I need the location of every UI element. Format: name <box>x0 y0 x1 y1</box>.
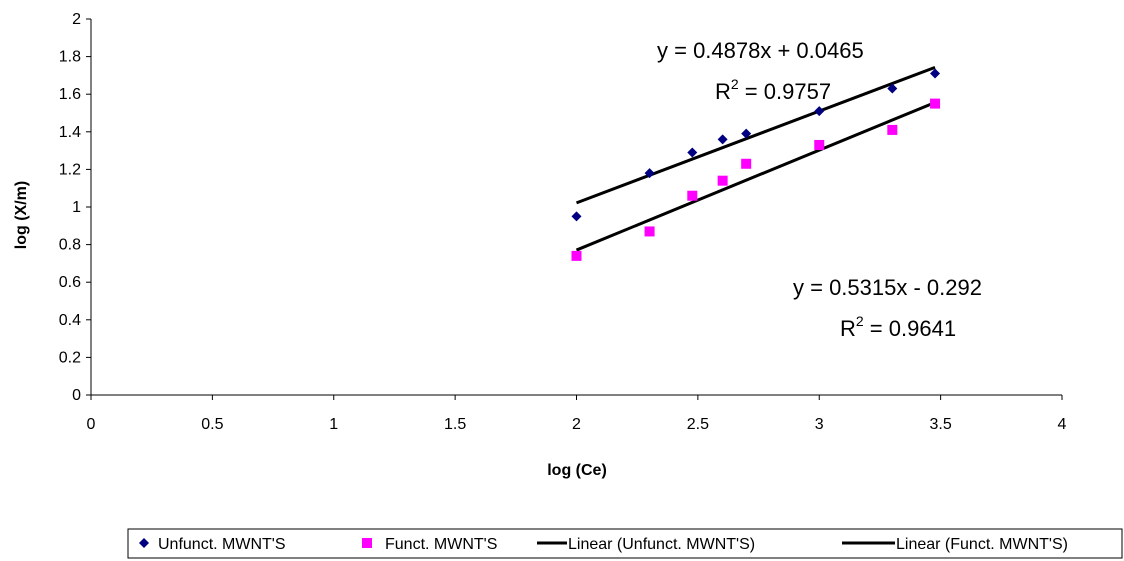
funct-point <box>717 175 728 186</box>
legend-label-funct: Funct. MWNT'S <box>385 536 497 553</box>
x-tick-label: 1 <box>329 416 338 433</box>
trendline-1-r2-value: = 0.9757 <box>739 79 831 104</box>
unfunct-point <box>930 68 941 79</box>
y-tick-label: 2 <box>72 11 81 28</box>
trendline-2-r2-prefix: R <box>840 316 856 341</box>
legend-square-icon <box>362 538 372 548</box>
trendline-1-r2-prefix: R <box>715 79 731 104</box>
y-tick-label: 1.4 <box>59 124 81 141</box>
funct-point <box>571 250 582 261</box>
trendline-1-equation: y = 0.4878x + 0.0465 <box>657 38 864 63</box>
trendline-2-r2-value: = 0.9641 <box>864 316 956 341</box>
y-tick-labels: 0 0.2 0.4 0.6 0.8 1 1.2 1.4 1.6 1.8 2 <box>59 11 81 404</box>
x-tick-label: 3.5 <box>930 416 952 433</box>
trendline-2-r2: R2 = 0.9641 <box>840 313 956 341</box>
funct-point <box>814 139 825 150</box>
y-tick-label: 1.2 <box>59 161 81 178</box>
axes <box>86 18 1063 400</box>
trendline-1-r2-exponent: 2 <box>731 76 739 92</box>
trendline-2-r2-exponent: 2 <box>856 313 864 329</box>
x-tick-label: 0.5 <box>201 416 223 433</box>
unfunct-point <box>571 211 582 222</box>
legend: Unfunct. MWNT'S Funct. MWNT'S Linear (Un… <box>127 528 1123 559</box>
unfunct-point <box>814 106 825 117</box>
y-tick-label: 0 <box>72 387 81 404</box>
x-tick-label: 2.5 <box>687 416 709 433</box>
legend-item-funct: Funct. MWNT'S <box>362 536 497 553</box>
legend-diamond-icon <box>139 538 149 548</box>
funct-point <box>930 98 941 109</box>
trendline-2 <box>575 101 936 252</box>
y-tick-label: 1.6 <box>59 86 81 103</box>
legend-item-linear-funct: Linear (Funct. MWNT'S) <box>842 536 1068 553</box>
x-tick-label: 4 <box>1058 416 1067 433</box>
y-tick-label: 0.8 <box>59 237 81 254</box>
trendline-2-equation: y = 0.5315x - 0.292 <box>793 275 982 300</box>
x-tick-label: 0 <box>87 416 96 433</box>
unfunct-point <box>717 134 728 145</box>
unfunct-point <box>644 168 655 179</box>
legend-item-linear-unfunct: Linear (Unfunct. MWNT'S) <box>537 536 755 553</box>
funct-point <box>741 158 752 169</box>
y-tick-label: 0.6 <box>59 274 81 291</box>
y-tick-label: 0.2 <box>59 349 81 366</box>
y-axis-title: log (X/m) <box>13 181 30 249</box>
unfunct-point <box>887 83 898 94</box>
unfunct-point <box>687 147 698 158</box>
legend-box <box>127 528 1123 559</box>
y-tick-label: 1.8 <box>59 49 81 66</box>
funct-point <box>687 190 698 201</box>
legend-item-unfunct: Unfunct. MWNT'S <box>139 536 286 553</box>
legend-label-linear-funct: Linear (Funct. MWNT'S) <box>896 536 1068 553</box>
data-points <box>571 68 941 261</box>
funct-point <box>887 124 898 135</box>
trendline-1-r2: R2 = 0.9757 <box>715 76 831 104</box>
y-tick-label: 1 <box>72 199 81 216</box>
trendline-1 <box>575 65 936 205</box>
x-tick-label: 1.5 <box>444 416 466 433</box>
unfunct-point <box>741 128 752 139</box>
x-tick-labels: 0 0.5 1 1.5 2 2.5 3 3.5 4 <box>87 416 1067 433</box>
legend-label-linear-unfunct: Linear (Unfunct. MWNT'S) <box>568 536 755 553</box>
x-axis-title: log (Ce) <box>547 462 607 479</box>
x-tick-label: 2 <box>572 416 581 433</box>
y-tick-label: 0.4 <box>59 312 81 329</box>
trendlines <box>575 65 936 252</box>
legend-label-unfunct: Unfunct. MWNT'S <box>158 536 286 553</box>
x-tick-label: 3 <box>815 416 824 433</box>
funct-point <box>644 226 655 237</box>
